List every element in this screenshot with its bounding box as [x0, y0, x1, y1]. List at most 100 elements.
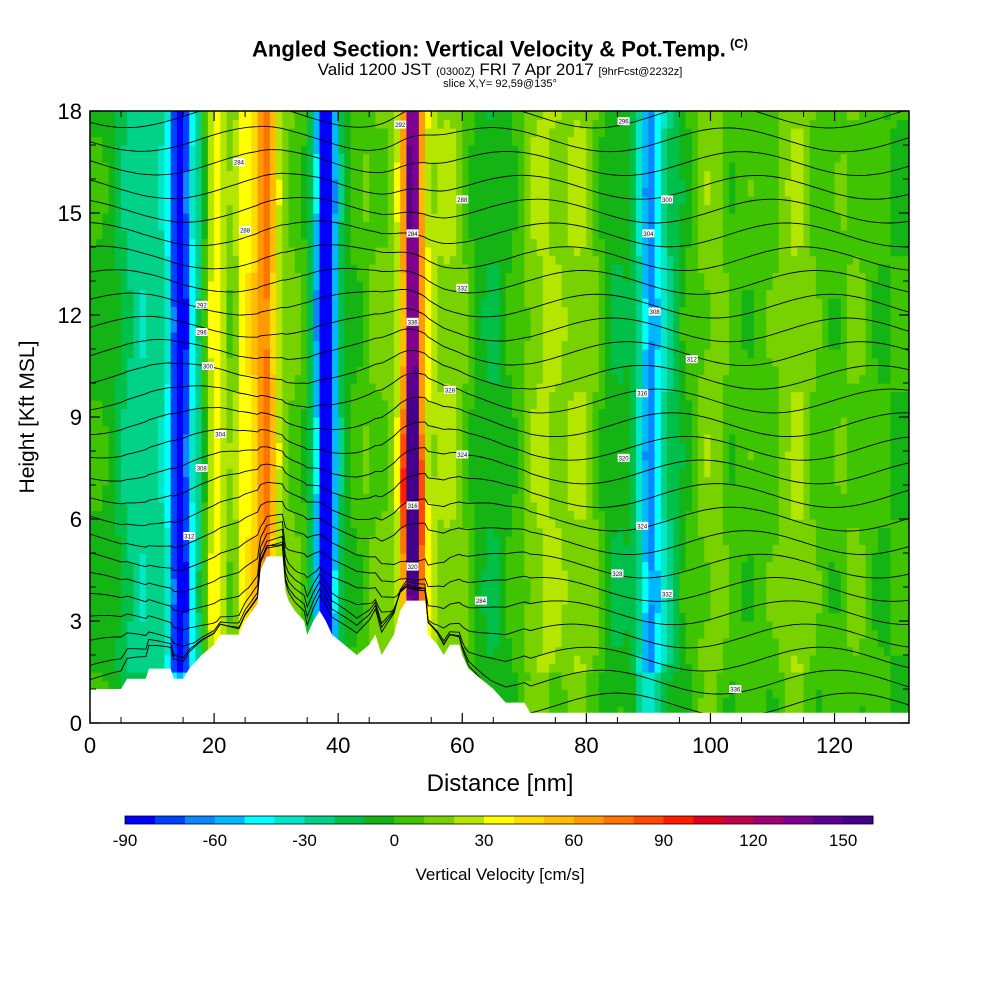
field-cell [418, 289, 426, 299]
field-cell [282, 536, 290, 546]
field-cell [356, 298, 364, 308]
field-cell [152, 145, 159, 155]
field-cell [232, 357, 240, 367]
field-cell [319, 527, 327, 537]
field-cell [487, 306, 494, 316]
field-cell [189, 536, 197, 546]
field-cell [474, 136, 482, 146]
field-cell [462, 519, 470, 529]
field-cell [195, 162, 203, 172]
field-cell [164, 417, 172, 427]
field-cell [276, 119, 283, 129]
field-cell [139, 655, 147, 665]
field-cell [238, 349, 246, 359]
field-cell [493, 119, 501, 129]
field-cell [369, 323, 376, 333]
field-cell [96, 536, 103, 546]
field-cell [145, 391, 153, 401]
field-cell [406, 111, 414, 121]
field-cell [183, 485, 190, 495]
field-cell [238, 119, 246, 129]
field-cell [226, 238, 234, 248]
field-cell [276, 187, 283, 197]
field-cell [431, 629, 439, 639]
field-cell [114, 298, 122, 308]
field-cell [245, 459, 252, 469]
field-cell [189, 519, 197, 529]
field-cell [245, 119, 252, 129]
field-cell [313, 425, 321, 435]
field-cell [189, 383, 197, 393]
field-cell [375, 153, 383, 163]
field-cell [121, 655, 128, 665]
field-cell [214, 349, 221, 359]
field-cell [499, 553, 507, 563]
field-cell [443, 136, 451, 146]
field-cell [363, 153, 370, 163]
field-cell [232, 391, 240, 401]
field-cell [480, 264, 488, 274]
field-cell [394, 391, 401, 401]
field-cell [319, 306, 327, 316]
field-cell [511, 298, 519, 308]
field-cell [282, 425, 290, 435]
field-cell [214, 179, 221, 189]
field-cell [412, 196, 420, 206]
field-cell [276, 408, 283, 418]
field-cell [176, 493, 184, 503]
field-cell [350, 519, 358, 529]
field-cell [282, 230, 290, 240]
field-cell [152, 544, 159, 554]
field-cell [331, 255, 339, 265]
field-cell [468, 519, 476, 529]
field-cell [201, 612, 209, 622]
field-cell [449, 204, 457, 214]
field-cell [96, 663, 103, 673]
field-cell [90, 400, 97, 410]
field-cell [344, 298, 352, 308]
field-cell [499, 561, 507, 571]
field-cell [381, 425, 389, 435]
field-cell [195, 357, 203, 367]
field-cell [133, 570, 141, 580]
field-cell [282, 221, 290, 231]
field-cell [319, 468, 327, 478]
field-cell [207, 128, 215, 138]
field-cell [201, 595, 209, 605]
field-cell [226, 408, 234, 418]
field-cell [449, 638, 457, 648]
field-cell [505, 255, 513, 265]
field-cell [189, 434, 197, 444]
field-cell [121, 136, 128, 146]
field-cell [468, 187, 476, 197]
field-cell [400, 221, 408, 231]
field-cell [207, 468, 215, 478]
field-cell [387, 315, 395, 325]
field-cell [344, 621, 352, 631]
field-cell [288, 128, 296, 138]
field-cell [499, 527, 507, 537]
field-cell [437, 527, 445, 537]
field-cell [288, 289, 296, 299]
field-cell [499, 417, 507, 427]
field-cell [189, 221, 197, 231]
field-cell [474, 553, 482, 563]
field-cell [300, 332, 308, 342]
field-cell [443, 145, 451, 155]
field-cell [232, 332, 240, 342]
field-cell [300, 493, 308, 503]
field-cell [431, 145, 439, 155]
field-cell [176, 264, 184, 274]
field-cell [338, 612, 345, 622]
field-cell [381, 323, 389, 333]
field-cell [269, 349, 277, 359]
field-cell [226, 298, 234, 308]
field-cell [238, 238, 246, 248]
field-cell [400, 485, 408, 495]
field-cell [294, 425, 302, 435]
field-cell [412, 145, 420, 155]
field-cell [499, 425, 507, 435]
field-cell [474, 459, 482, 469]
field-cell [474, 383, 482, 393]
